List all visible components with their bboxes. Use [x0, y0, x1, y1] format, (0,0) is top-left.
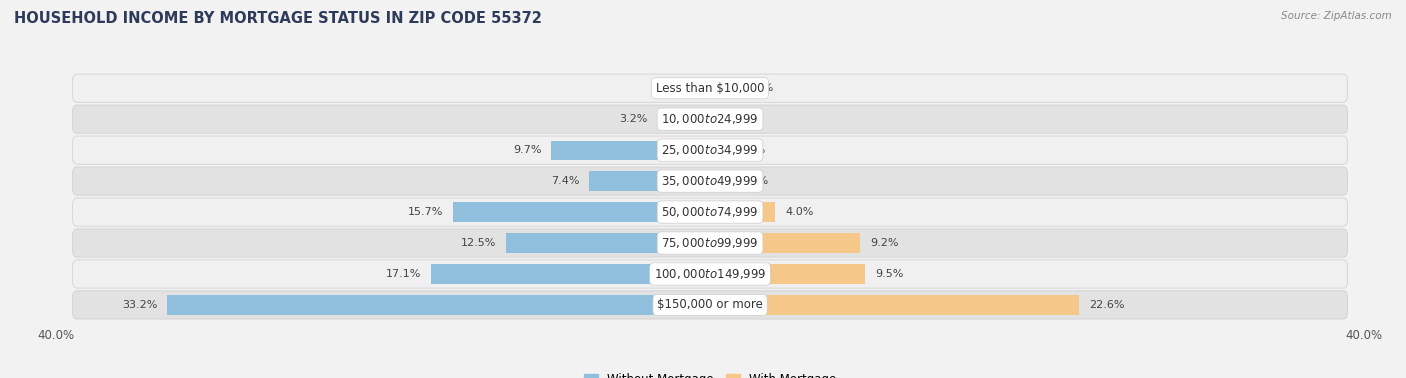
Text: $50,000 to $74,999: $50,000 to $74,999 — [661, 205, 759, 219]
Text: 1.1%: 1.1% — [738, 145, 766, 155]
Text: $10,000 to $24,999: $10,000 to $24,999 — [661, 112, 759, 126]
Text: $25,000 to $34,999: $25,000 to $34,999 — [661, 143, 759, 157]
Text: $35,000 to $49,999: $35,000 to $49,999 — [661, 174, 759, 188]
Bar — [710, 79, 737, 98]
Bar — [453, 203, 710, 222]
Text: 17.1%: 17.1% — [385, 269, 420, 279]
Bar — [710, 203, 776, 222]
Text: 7.4%: 7.4% — [551, 176, 579, 186]
Bar — [506, 233, 710, 253]
Bar — [551, 141, 710, 160]
Bar — [658, 110, 710, 129]
FancyBboxPatch shape — [73, 229, 1347, 257]
Bar — [710, 264, 865, 284]
Text: 9.2%: 9.2% — [870, 238, 898, 248]
Text: Source: ZipAtlas.com: Source: ZipAtlas.com — [1281, 11, 1392, 21]
Bar — [710, 295, 1080, 314]
FancyBboxPatch shape — [73, 167, 1347, 195]
Text: $150,000 or more: $150,000 or more — [657, 299, 763, 311]
Bar — [167, 295, 710, 314]
FancyBboxPatch shape — [73, 198, 1347, 226]
Text: 12.5%: 12.5% — [461, 238, 496, 248]
Text: 3.2%: 3.2% — [620, 114, 648, 124]
Text: 33.2%: 33.2% — [122, 300, 157, 310]
FancyBboxPatch shape — [73, 291, 1347, 319]
Text: 1.3%: 1.3% — [651, 83, 679, 93]
Text: 1.6%: 1.6% — [747, 83, 775, 93]
Text: 22.6%: 22.6% — [1090, 300, 1125, 310]
FancyBboxPatch shape — [73, 74, 1347, 102]
Bar — [589, 172, 710, 191]
Bar — [689, 79, 710, 98]
Text: 4.0%: 4.0% — [785, 207, 814, 217]
Text: 1.3%: 1.3% — [741, 176, 769, 186]
Bar — [430, 264, 710, 284]
Text: Less than $10,000: Less than $10,000 — [655, 82, 765, 94]
Bar — [710, 233, 860, 253]
Text: 0.0%: 0.0% — [720, 114, 748, 124]
Bar — [710, 172, 731, 191]
FancyBboxPatch shape — [73, 105, 1347, 133]
Text: $75,000 to $99,999: $75,000 to $99,999 — [661, 236, 759, 250]
FancyBboxPatch shape — [73, 136, 1347, 164]
Bar — [710, 141, 728, 160]
Text: $100,000 to $149,999: $100,000 to $149,999 — [654, 267, 766, 281]
Text: HOUSEHOLD INCOME BY MORTGAGE STATUS IN ZIP CODE 55372: HOUSEHOLD INCOME BY MORTGAGE STATUS IN Z… — [14, 11, 541, 26]
Text: 9.7%: 9.7% — [513, 145, 541, 155]
FancyBboxPatch shape — [73, 260, 1347, 288]
Text: 9.5%: 9.5% — [875, 269, 904, 279]
Text: 15.7%: 15.7% — [408, 207, 444, 217]
Legend: Without Mortgage, With Mortgage: Without Mortgage, With Mortgage — [579, 369, 841, 378]
